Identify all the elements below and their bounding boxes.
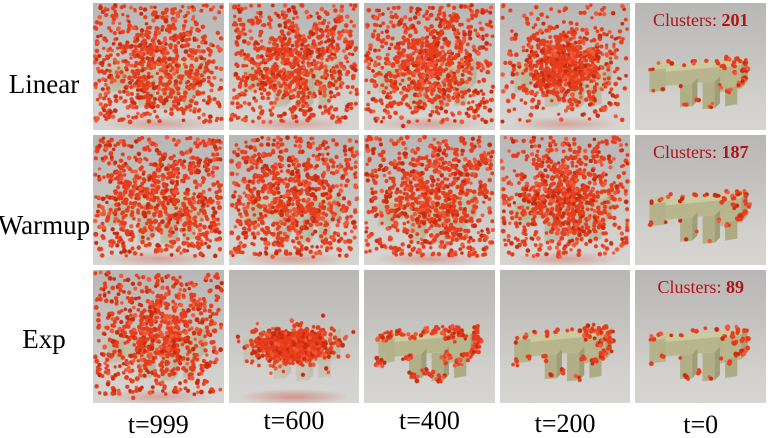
render-linear-t200 (499, 3, 631, 130)
clusters-value: 89 (725, 277, 744, 297)
point-cloud-render (93, 135, 224, 265)
render-linear-t0: Clusters: 201 (635, 3, 766, 130)
point-cloud-render (228, 135, 360, 265)
point-cloud-render (499, 135, 631, 265)
render-warmup-t200 (499, 135, 631, 265)
render-exp-t400 (364, 270, 495, 403)
time-label-t0: t=0 (683, 410, 719, 438)
point-cloud-render (635, 135, 766, 265)
point-cloud-render (228, 270, 360, 403)
point-cloud-render (228, 3, 360, 130)
render-linear-t999 (93, 3, 224, 130)
point-cloud-render (364, 135, 495, 265)
render-warmup-t400 (364, 135, 495, 265)
clusters-count-exp: Clusters: 89 (635, 277, 766, 299)
clusters-count-warmup: Clusters: 187 (635, 142, 766, 164)
render-warmup-t600 (228, 135, 360, 265)
point-cloud-render (364, 3, 495, 130)
time-label-t400: t=400 (399, 406, 460, 435)
clusters-prefix: Clusters: (652, 10, 722, 30)
render-exp-t0: Clusters: 89 (635, 270, 766, 403)
render-exp-t600 (228, 270, 360, 403)
spacer (0, 408, 88, 436)
row-label-exp: Exp (22, 324, 66, 354)
render-linear-t400 (364, 3, 495, 130)
render-warmup-t0: Clusters: 187 (635, 135, 766, 265)
point-cloud-render (93, 3, 224, 130)
row-label-warmup: Warmup (0, 209, 91, 240)
clusters-prefix: Clusters: (657, 277, 726, 297)
clusters-prefix: Clusters: (652, 142, 722, 162)
point-cloud-render (93, 270, 224, 403)
point-cloud-render (635, 270, 766, 403)
clusters-value: 187 (721, 142, 749, 162)
point-cloud-render (364, 270, 495, 403)
clusters-value: 201 (721, 10, 749, 30)
time-label-t999: t=999 (127, 410, 189, 438)
render-linear-t600 (228, 3, 360, 130)
render-exp-t999 (93, 270, 224, 403)
point-cloud-render (499, 3, 631, 130)
render-exp-t200 (499, 270, 631, 403)
render-warmup-t999 (93, 135, 224, 265)
clusters-count-linear: Clusters: 201 (635, 10, 766, 32)
point-cloud-render (499, 270, 631, 403)
row-label-linear: Linear (8, 69, 80, 99)
time-label-t200: t=200 (534, 409, 596, 438)
point-cloud-render (635, 3, 766, 130)
time-label-t600: t=600 (263, 406, 325, 435)
